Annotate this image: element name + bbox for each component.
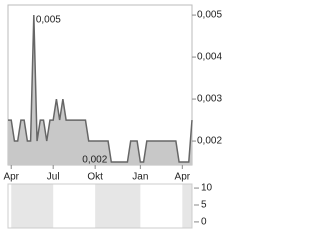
y-tick-label: 0,005 xyxy=(197,10,222,21)
volume-band xyxy=(11,184,54,228)
x-tick-label: Apr xyxy=(3,172,19,183)
price-line xyxy=(8,15,193,163)
volume-band xyxy=(182,184,192,228)
volume-y-tick-label: 10 xyxy=(201,183,213,194)
x-tick-label: Jan xyxy=(132,172,148,183)
max-label: 0,005 xyxy=(36,15,61,26)
chart: 0,002 0,003 0,004 0,005 Apr Jul Okt Jan Apr 0 5 10 0… xyxy=(3,4,222,229)
x-tick-label: Apr xyxy=(175,172,191,183)
volume-band xyxy=(95,184,141,228)
y-tick-label: 0,003 xyxy=(197,94,222,105)
volume-frame xyxy=(7,183,193,229)
x-tick-label: Okt xyxy=(87,172,103,183)
y-tick-label: 0,002 xyxy=(197,136,222,147)
volume-y-tick-label: 0 xyxy=(201,217,207,228)
price-area xyxy=(8,15,192,165)
volume-y-tick-label: 5 xyxy=(201,200,207,211)
x-tick-label: Jul xyxy=(47,172,60,183)
y-tick-label: 0,004 xyxy=(197,52,222,63)
min-label: 0,002 xyxy=(82,155,107,166)
